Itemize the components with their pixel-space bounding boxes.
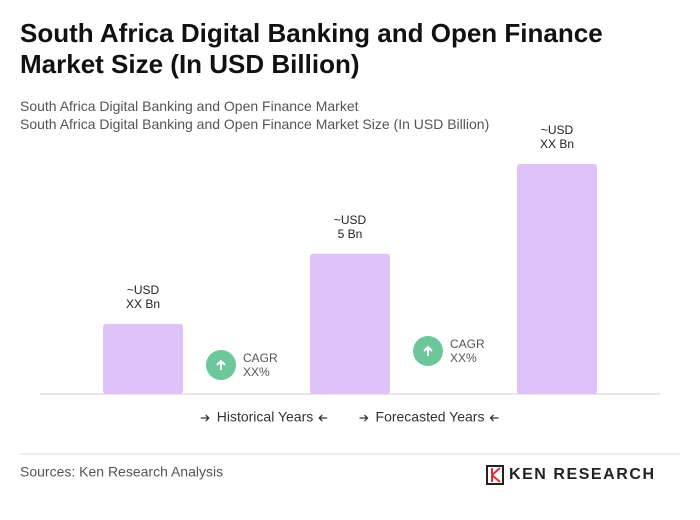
value-label: XX Bn	[126, 297, 160, 311]
cagr-label: CAGR	[243, 351, 278, 365]
source: Sources: Ken Research Analysis	[20, 464, 223, 480]
bar	[310, 253, 390, 394]
period-label: Historical Years	[217, 409, 314, 425]
subtitle: South Africa Digital Banking and Open Fi…	[20, 98, 359, 114]
period-arrow	[318, 414, 328, 422]
value-label: ~USD	[334, 213, 367, 227]
value-label: 5 Bn	[338, 227, 363, 241]
period-arrow	[359, 414, 369, 422]
bar	[103, 323, 183, 394]
value-label: ~USD	[127, 283, 160, 297]
logo-icon	[491, 467, 501, 483]
logo-text: KEN RESEARCH	[509, 466, 654, 483]
value-label: XX Bn	[540, 137, 574, 151]
logo-icon	[486, 465, 504, 485]
cagr-label: CAGR	[450, 337, 485, 351]
period-arrow	[489, 414, 499, 422]
cagr-arrow	[216, 359, 226, 370]
chart-title: South Africa Digital Banking and Open Fi…	[20, 18, 603, 79]
period-arrow	[200, 414, 210, 422]
subtitle: South Africa Digital Banking and Open Fi…	[20, 116, 490, 132]
cagr-arrow	[423, 345, 433, 356]
cagr-label: XX%	[243, 365, 270, 379]
logo: KEN RESEARCH	[486, 465, 654, 485]
bar	[517, 164, 597, 394]
period-label: Forecasted Years	[376, 409, 485, 425]
cagr-label: XX%	[450, 351, 477, 365]
value-label: ~USD	[541, 123, 574, 137]
